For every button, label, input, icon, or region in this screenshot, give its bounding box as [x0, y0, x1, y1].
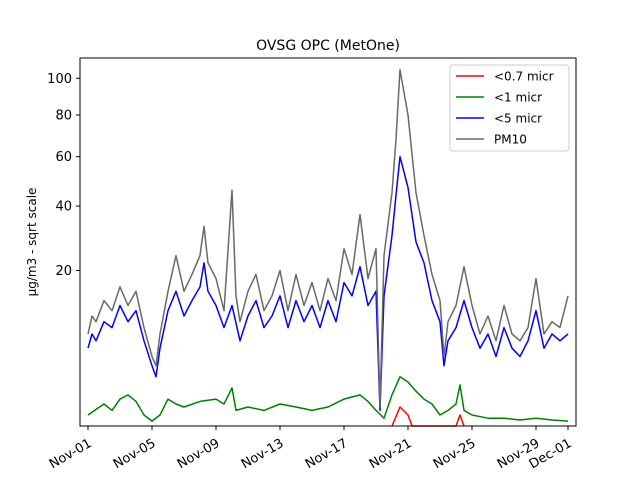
series-layer — [87, 68, 569, 427]
legend-label: <1 micr — [494, 91, 542, 105]
y-tick-label: 80 — [55, 108, 72, 123]
legend: <0.7 micr <1 micr <5 micr PM10 — [449, 64, 570, 152]
legend-label: <5 micr — [494, 112, 542, 126]
legend-label: PM10 — [494, 133, 527, 147]
series-line-3 — [87, 68, 569, 408]
legend-label: <0.7 micr — [494, 70, 554, 84]
series-line-2 — [87, 155, 569, 412]
y-axis: 20 40 60 80 100 — [47, 72, 80, 279]
series-line-1 — [87, 376, 569, 422]
legend-items: <0.7 micr <1 micr <5 micr PM10 — [456, 70, 554, 147]
y-tick-label: 60 — [55, 150, 72, 165]
chart-title: OVSG OPC (MetOne) — [256, 38, 400, 54]
y-tick-label: 100 — [47, 72, 72, 87]
y-tick-label: 40 — [55, 200, 72, 215]
legend-frame — [449, 64, 570, 152]
y-axis-label: µg/m3 - sqrt scale — [25, 188, 39, 297]
axes-frame — [79, 57, 577, 427]
y-tick-label: 20 — [55, 264, 72, 279]
